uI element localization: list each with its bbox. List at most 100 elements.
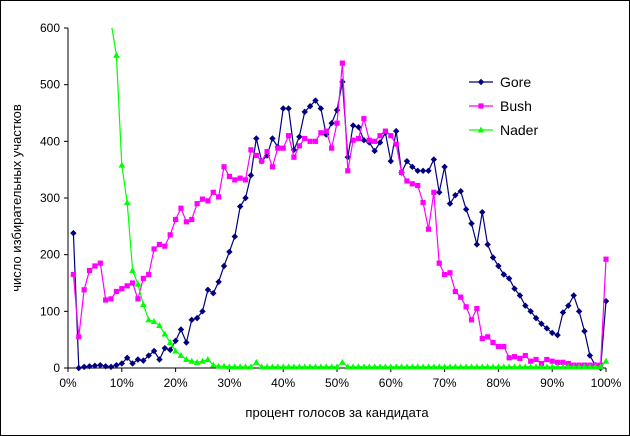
data-point-gore [446, 200, 454, 207]
data-point-nader [172, 347, 179, 354]
data-point-bush [237, 175, 243, 181]
y-tick-label: 200 [40, 248, 60, 262]
y-tick-label: 600 [40, 21, 60, 35]
data-point-nader [382, 363, 389, 370]
data-point-nader [274, 363, 282, 370]
y-tick-label: 500 [40, 78, 60, 92]
data-point-gore [414, 167, 421, 174]
data-point-gore [188, 316, 195, 324]
data-point-gore [123, 354, 131, 361]
data-point-gore [199, 308, 206, 315]
x-tick-label: 70% [433, 376, 457, 390]
data-point-bush [506, 355, 512, 361]
data-point-gore [156, 356, 163, 363]
data-point-gore [473, 241, 481, 248]
legend-label-nader: Nader [500, 122, 538, 138]
data-point-bush [329, 145, 335, 151]
data-point-nader [199, 357, 206, 364]
data-point-gore [204, 286, 212, 293]
data-point-gore [500, 271, 507, 278]
data-point-gore [436, 189, 443, 196]
data-point-gore [387, 157, 394, 165]
data-point-gore [285, 105, 292, 112]
data-point-bush [366, 137, 372, 143]
data-point-bush [226, 173, 232, 180]
data-point-gore [349, 122, 357, 129]
legend-marker-gore [477, 78, 485, 86]
data-point-bush [485, 334, 491, 340]
data-point-nader [602, 357, 610, 364]
data-point-gore [419, 167, 427, 174]
data-point-bush [183, 219, 189, 225]
data-point-gore [86, 363, 93, 370]
data-point-gore [210, 290, 217, 297]
data-point-bush [124, 283, 130, 289]
data-point-gore [543, 325, 551, 332]
data-point-nader [290, 363, 298, 370]
data-point-gore [392, 127, 400, 135]
data-point-gore [425, 167, 432, 174]
data-point-nader [215, 362, 222, 369]
data-point-gore [231, 233, 238, 240]
data-point-nader [269, 363, 276, 370]
legend: Gore Bush Nader [469, 74, 538, 138]
data-point-gore [220, 262, 228, 270]
data-point-nader [236, 363, 244, 370]
data-point-bush [242, 177, 249, 183]
data-point-bush [603, 256, 609, 262]
data-point-bush [70, 271, 76, 278]
data-point-bush [199, 196, 206, 202]
data-point-gore [511, 285, 518, 292]
data-point-bush [92, 263, 98, 269]
data-point-bush [173, 216, 179, 223]
data-point-gore [172, 337, 179, 344]
y-tick-label: 100 [40, 304, 60, 318]
data-point-gore [581, 327, 588, 335]
data-point-nader [419, 363, 427, 370]
data-point-nader [505, 363, 513, 370]
data-point-nader [349, 363, 357, 370]
data-point-nader [527, 363, 534, 370]
data-point-nader [355, 363, 362, 370]
data-point-bush [151, 246, 157, 252]
data-point-gore [479, 208, 486, 216]
data-point-bush [554, 359, 561, 365]
data-point-gore [570, 292, 577, 299]
data-point-bush [264, 148, 270, 155]
data-point-gore [360, 137, 368, 144]
data-point-bush [248, 147, 254, 153]
data-point-nader [156, 322, 163, 328]
data-point-bush [420, 199, 426, 206]
x-tick-label: 40% [271, 376, 295, 390]
data-point-bush [318, 130, 324, 136]
x-tick-label: 20% [164, 376, 188, 390]
data-point-bush [382, 128, 389, 134]
x-tick-label: 50% [325, 376, 349, 390]
data-point-gore [140, 357, 147, 364]
data-point-bush [129, 280, 136, 286]
data-point-bush [81, 287, 87, 293]
series-line-bush [72, 63, 607, 366]
data-point-gore [177, 326, 185, 333]
data-point-bush [178, 205, 184, 211]
data-point-nader [414, 363, 421, 370]
data-point-nader [516, 363, 524, 370]
data-point-gore [306, 103, 314, 110]
data-point-nader [522, 363, 529, 370]
data-point-gore [554, 331, 561, 339]
data-point-nader [177, 352, 185, 359]
x-tick-label: 10% [110, 376, 134, 390]
data-point-gore [247, 172, 255, 179]
data-point-gore [575, 308, 583, 315]
data-point-bush [259, 158, 265, 164]
data-point-nader [193, 358, 201, 365]
data-point-bush [156, 241, 163, 248]
data-point-bush [409, 181, 415, 187]
data-point-gore [183, 339, 190, 346]
series-nader [111, 28, 610, 370]
data-point-bush [307, 138, 313, 144]
data-point-bush [474, 305, 480, 312]
data-point-nader [263, 363, 271, 370]
data-point-gore [312, 97, 319, 104]
x-tick-label: 100% [591, 376, 622, 390]
